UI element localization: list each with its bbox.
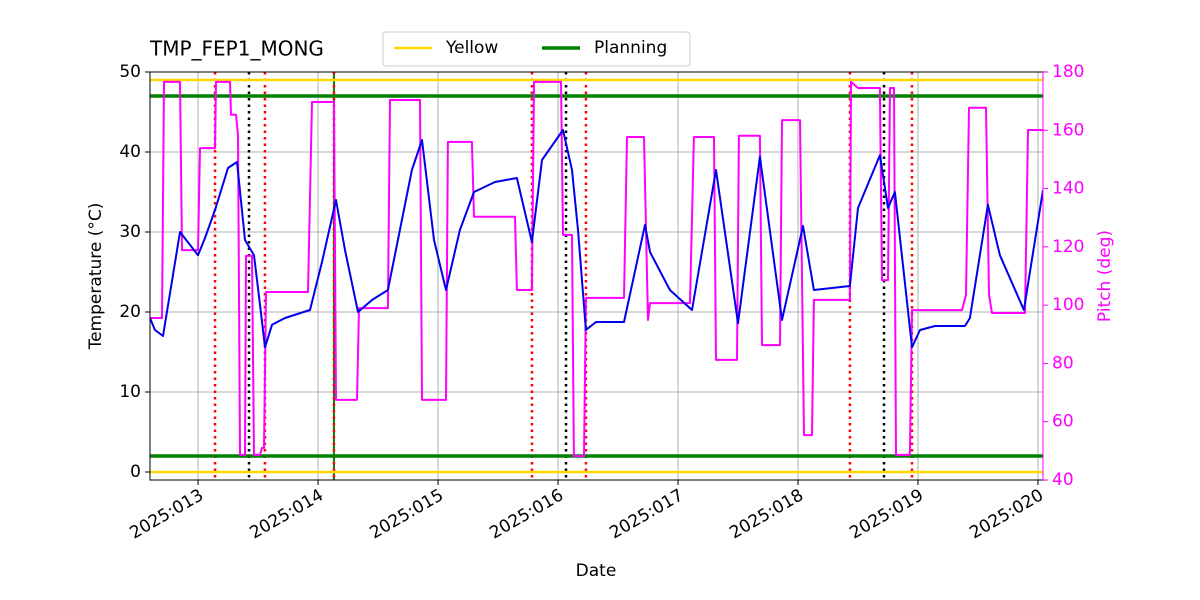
chart-title: TMP_FEP1_MONG	[149, 37, 324, 61]
y2-tick-label: 180	[1052, 62, 1084, 82]
y2-tick-label: 40	[1052, 470, 1074, 490]
legend: Yellow Planning	[382, 31, 691, 67]
y2-tick-label: 120	[1052, 237, 1084, 257]
y-tick-label: 0	[130, 462, 141, 482]
y2-tick-label: 80	[1052, 353, 1074, 373]
series-line	[150, 129, 1043, 349]
y-axis-label: Temperature (°C)	[86, 203, 106, 351]
series-line	[150, 80, 1043, 458]
y-tick-label: 10	[119, 382, 141, 402]
y2-tick-label: 60	[1052, 412, 1074, 432]
y2-tick-label: 160	[1052, 120, 1084, 140]
x-axis-label: Date	[576, 561, 617, 581]
plot-area	[150, 72, 1043, 480]
legend-label: Yellow	[445, 38, 498, 58]
y2-tick-label: 100	[1052, 295, 1084, 315]
y-tick-label: 50	[119, 62, 141, 82]
y-tick-label: 30	[119, 222, 141, 242]
legend-box	[382, 31, 691, 67]
y2-axis-label: Pitch (deg)	[1095, 230, 1115, 322]
y2-tick-label: 140	[1052, 179, 1084, 199]
y-tick-label: 20	[119, 302, 141, 322]
y-tick-label: 40	[119, 142, 141, 162]
legend-label: Planning	[594, 38, 667, 58]
